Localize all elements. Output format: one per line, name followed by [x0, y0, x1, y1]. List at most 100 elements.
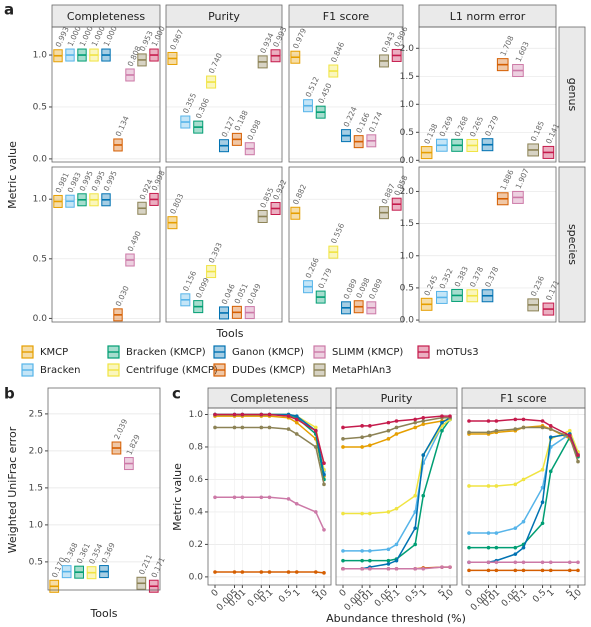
point — [494, 531, 499, 535]
panel-frame — [288, 166, 404, 323]
point — [494, 545, 499, 550]
strip-label: Completeness — [67, 10, 145, 23]
point — [540, 521, 545, 526]
panel-frame — [418, 26, 557, 163]
y-tick-label: 0.8 — [189, 442, 204, 452]
point — [322, 472, 326, 477]
point — [368, 511, 372, 516]
value-label: 1.886 — [498, 168, 515, 191]
point — [486, 560, 491, 565]
value-label: 0.803 — [168, 192, 185, 215]
point — [467, 484, 471, 488]
panel-label: c — [172, 385, 181, 403]
point — [386, 420, 391, 425]
point — [368, 443, 372, 448]
point — [513, 552, 518, 556]
y-tick-label: 0.5 — [33, 254, 47, 264]
y-tick-label: 0.0 — [400, 316, 415, 326]
panel-label: a — [4, 1, 14, 19]
y-tick-label: 1.0 — [189, 410, 204, 420]
strip-label: F1 score — [323, 10, 370, 23]
x-tick-label: 10 — [569, 588, 584, 603]
point — [232, 570, 237, 574]
strip-label: F1 score — [500, 392, 547, 405]
point — [486, 419, 491, 423]
point — [494, 484, 499, 488]
point — [240, 495, 245, 500]
point — [394, 558, 399, 563]
value-label: 0.556 — [329, 222, 346, 245]
value-label: 0.185 — [529, 119, 546, 142]
point — [213, 495, 217, 500]
value-label: 0.098 — [245, 118, 262, 141]
y-tick-label: 0.4 — [189, 507, 204, 517]
point — [548, 469, 553, 474]
point — [267, 425, 272, 430]
y-tick-label: 0.2 — [189, 540, 203, 550]
y-tick-label: 0.5 — [400, 128, 414, 138]
point — [341, 549, 345, 553]
value-label: 2.039 — [112, 417, 129, 440]
value-label: 0.378 — [483, 265, 500, 288]
value-label: 1.603 — [514, 40, 531, 63]
value-label: 0.030 — [114, 284, 131, 307]
point — [267, 570, 272, 574]
y-axis-title: Metric value — [6, 141, 19, 209]
panel-frame — [335, 407, 458, 586]
point — [521, 568, 526, 573]
point — [240, 570, 245, 574]
point — [394, 419, 399, 423]
legend-label: mOTUs3 — [436, 347, 479, 358]
panel-frame — [51, 166, 161, 323]
y-tick-label: 1.0 — [400, 100, 415, 110]
value-label: 1.907 — [514, 167, 531, 190]
value-label: 0.882 — [291, 183, 308, 206]
y-tick-label: 0.5 — [400, 283, 414, 293]
x-tick-label: 0 — [464, 588, 475, 599]
point — [494, 428, 499, 433]
point — [494, 568, 499, 573]
point — [567, 568, 572, 573]
panel-frame — [47, 387, 161, 591]
value-label: 0.306 — [194, 96, 211, 119]
point — [513, 560, 518, 565]
x-tick-label: 0 — [338, 588, 349, 599]
point — [513, 545, 518, 550]
point — [394, 506, 399, 511]
point — [540, 568, 545, 573]
x-tick-label: 10 — [315, 588, 330, 603]
value-label: 0.450 — [316, 82, 333, 105]
point — [567, 433, 572, 438]
point — [513, 526, 518, 530]
point — [313, 445, 318, 449]
y-tick-label: 0.5 — [33, 102, 47, 112]
x-tick-label: 5 — [437, 588, 448, 599]
panel-frame — [461, 407, 586, 586]
legend-label: DUDes (KMCP) — [232, 365, 305, 376]
point — [294, 414, 299, 418]
value-label: 1.708 — [498, 34, 515, 57]
point — [213, 412, 217, 417]
point — [360, 435, 364, 440]
point — [240, 412, 245, 417]
y-tick-label: 0.0 — [189, 572, 204, 582]
point — [360, 511, 364, 516]
point — [521, 560, 526, 565]
value-label: 0.967 — [168, 28, 185, 51]
point — [341, 511, 345, 516]
x-axis-title: Tools — [89, 607, 117, 620]
y-tick-label: 2.0 — [400, 44, 415, 54]
y-tick-label: 1.5 — [400, 72, 414, 82]
point — [567, 428, 572, 433]
point — [548, 435, 553, 440]
point — [440, 414, 444, 418]
y-tick-label: 1.5 — [400, 219, 414, 229]
point — [259, 570, 264, 574]
value-label: 0.369 — [100, 541, 117, 564]
point — [386, 547, 391, 552]
point — [294, 417, 299, 422]
point — [386, 437, 391, 441]
point — [322, 571, 326, 575]
legend-label: Centrifuge (KMCP) — [126, 365, 218, 376]
point — [232, 495, 237, 500]
